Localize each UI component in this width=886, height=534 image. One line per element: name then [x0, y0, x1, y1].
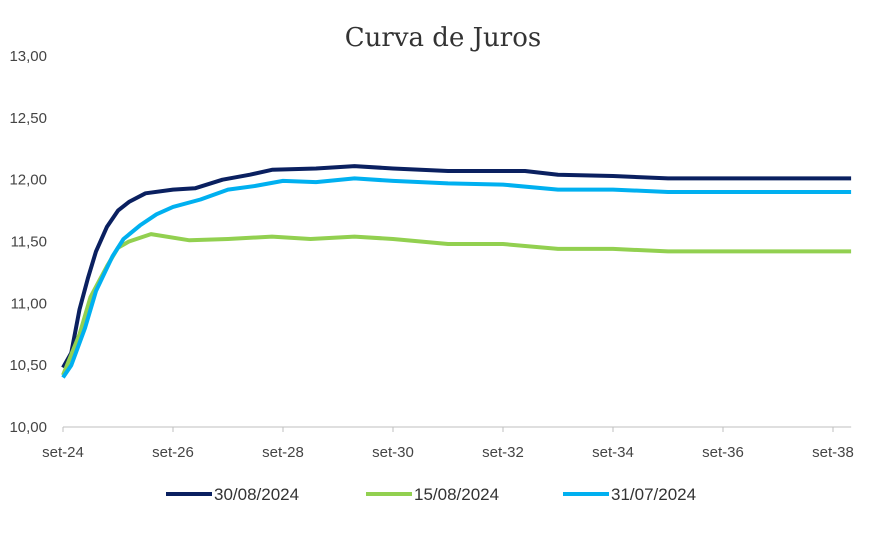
y-tick-label: 11,00	[11, 295, 47, 312]
x-tick-label: set-38	[812, 444, 854, 461]
y-tick-label: 12,50	[9, 110, 47, 127]
x-tick-label: set-36	[702, 444, 744, 461]
series-line-31-07-2024	[61, 176, 852, 379]
x-tick-label: set-24	[42, 444, 84, 461]
x-tick-label: set-30	[372, 444, 414, 461]
y-tick-label: 10,00	[9, 419, 47, 436]
y-tick-label: 13,00	[9, 48, 47, 65]
series-line-30-08-2024	[61, 164, 852, 369]
x-tick-label: set-26	[152, 444, 194, 461]
y-tick-label: 10,50	[9, 357, 47, 374]
y-tick-label: 12,00	[9, 172, 47, 189]
series-line-15-08-2024	[61, 232, 852, 376]
legend-label: 31/07/2024	[611, 485, 696, 504]
x-tick-label: set-32	[482, 444, 524, 461]
legend-label: 15/08/2024	[414, 485, 499, 504]
chart-title: Curva de Juros	[345, 23, 541, 53]
x-tick-label: set-28	[262, 444, 304, 461]
legend-label: 30/08/2024	[214, 485, 299, 504]
x-tick-label: set-34	[592, 444, 634, 461]
y-tick-label: 11,50	[11, 234, 47, 251]
